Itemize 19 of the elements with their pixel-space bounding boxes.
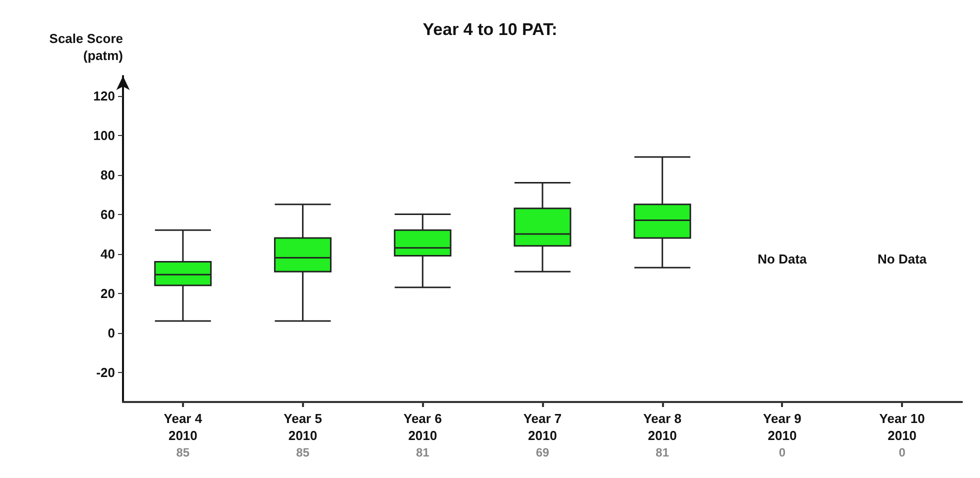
y-tick-label: 20 bbox=[100, 286, 115, 301]
x-tick-label: Year 4 2010 85 bbox=[164, 411, 203, 460]
y-tick-label: -20 bbox=[96, 364, 115, 380]
y-tick-label: 100 bbox=[93, 128, 115, 143]
y-tick-label: 80 bbox=[100, 167, 115, 182]
chart-title: Year 4 to 10 PAT: bbox=[422, 20, 558, 39]
x-tick-label: Year 8 2010 81 bbox=[643, 411, 682, 460]
y-tick-label: 40 bbox=[100, 246, 115, 262]
y-tick-label: 120 bbox=[93, 88, 115, 104]
x-tick-label: Year 5 2010 85 bbox=[284, 411, 322, 460]
annotation: No Data bbox=[758, 252, 808, 266]
x-tick-label: Year 10 2010 0 bbox=[879, 411, 925, 460]
y-axis-title: Scale Score (patm) bbox=[49, 31, 123, 63]
y-tick-label: 0 bbox=[108, 325, 115, 340]
x-tick-label: Year 9 2010 0 bbox=[763, 411, 802, 460]
x-tick-label: Year 6 2010 81 bbox=[403, 411, 442, 460]
x-tick-label: Year 7 2010 69 bbox=[523, 411, 562, 460]
y-tick-label: 60 bbox=[100, 206, 115, 222]
annotation: No Data bbox=[878, 252, 928, 266]
